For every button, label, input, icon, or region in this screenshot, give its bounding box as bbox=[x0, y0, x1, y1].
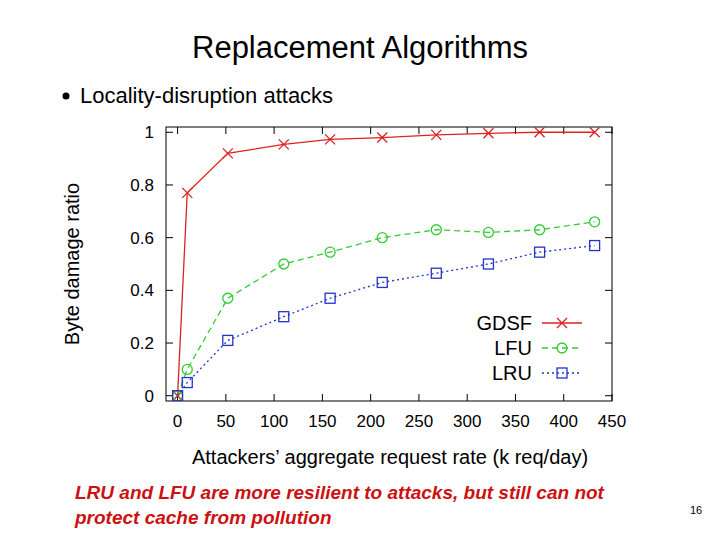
data-point bbox=[431, 130, 441, 140]
data-point bbox=[483, 128, 493, 138]
data-point bbox=[223, 335, 233, 345]
x-tick bbox=[322, 394, 323, 401]
x-tick-mirror bbox=[322, 127, 323, 134]
x-tick-mirror bbox=[563, 127, 564, 134]
data-point bbox=[279, 259, 289, 269]
series-line bbox=[178, 222, 595, 396]
x-tick bbox=[563, 394, 564, 401]
legend-marker bbox=[557, 318, 567, 328]
x-tick-label: 300 bbox=[453, 412, 481, 431]
data-point bbox=[325, 134, 335, 144]
series-line bbox=[178, 132, 595, 395]
x-tick-label: 100 bbox=[260, 412, 288, 431]
data-point bbox=[223, 148, 233, 158]
data-point bbox=[535, 225, 545, 235]
y-tick-mirror bbox=[605, 132, 612, 133]
legend-label: GDSF bbox=[476, 312, 532, 334]
data-point bbox=[182, 378, 192, 388]
y-tick-label: 0.2 bbox=[130, 334, 154, 353]
x-tick-label: 50 bbox=[216, 412, 235, 431]
data-point bbox=[535, 127, 545, 137]
x-tick bbox=[515, 394, 516, 401]
x-tick-mirror bbox=[370, 127, 371, 134]
x-tick-mirror bbox=[467, 127, 468, 134]
y-tick-mirror bbox=[605, 290, 612, 291]
y-tick-mirror bbox=[605, 184, 612, 185]
x-tick bbox=[370, 394, 371, 401]
legend-label: LFU bbox=[494, 337, 532, 359]
x-tick bbox=[418, 394, 419, 401]
x-tick-label: 450 bbox=[598, 412, 626, 431]
y-tick bbox=[166, 184, 173, 185]
x-tick-mirror bbox=[418, 127, 419, 134]
y-tick bbox=[166, 237, 173, 238]
legend-marker bbox=[557, 343, 567, 353]
x-tick-label: 0 bbox=[173, 412, 182, 431]
y-tick-mirror bbox=[605, 395, 612, 396]
x-tick-label: 400 bbox=[550, 412, 578, 431]
bullet bbox=[63, 93, 70, 100]
x-tick-label: 350 bbox=[501, 412, 529, 431]
caption: LRU and LFU are more resilient to attack… bbox=[75, 480, 625, 530]
data-point bbox=[590, 127, 600, 137]
y-tick-label: 0.6 bbox=[130, 229, 154, 248]
x-tick-mirror bbox=[177, 127, 178, 134]
x-tick-label: 250 bbox=[405, 412, 433, 431]
data-point bbox=[182, 188, 192, 198]
data-point bbox=[279, 139, 289, 149]
data-point bbox=[590, 241, 600, 251]
data-point bbox=[325, 293, 335, 303]
data-point bbox=[431, 268, 441, 278]
data-point bbox=[377, 233, 387, 243]
page-number: 16 bbox=[690, 504, 702, 516]
legend-line bbox=[542, 372, 582, 373]
data-point bbox=[483, 227, 493, 237]
y-tick-mirror bbox=[605, 237, 612, 238]
slide-title: Replacement Algorithms bbox=[192, 30, 528, 65]
data-group bbox=[173, 127, 600, 400]
legend-marker bbox=[557, 368, 567, 378]
legend-line bbox=[542, 347, 582, 348]
y-tick bbox=[166, 290, 173, 291]
y-axis-label: Byte damage ratio bbox=[61, 183, 83, 345]
x-tick-mirror bbox=[225, 127, 226, 134]
data-point bbox=[535, 247, 545, 257]
x-tick bbox=[467, 394, 468, 401]
y-tick bbox=[166, 132, 173, 133]
plot-frame bbox=[166, 127, 612, 401]
data-point bbox=[279, 312, 289, 322]
data-point bbox=[325, 247, 335, 257]
data-point bbox=[590, 217, 600, 227]
x-tick-mirror bbox=[274, 127, 275, 134]
data-point bbox=[173, 391, 183, 401]
data-point bbox=[483, 259, 493, 269]
x-tick-mirror bbox=[612, 127, 613, 134]
y-tick-mirror bbox=[605, 343, 612, 344]
data-point bbox=[431, 225, 441, 235]
y-tick-label: 0.4 bbox=[130, 281, 154, 300]
legend-label: LRU bbox=[492, 362, 532, 384]
data-point bbox=[182, 364, 192, 374]
slide: Replacement Algorithms Locality-disruptio… bbox=[0, 0, 720, 540]
y-tick-label: 0.8 bbox=[130, 176, 154, 195]
data-point bbox=[377, 133, 387, 143]
y-tick-label: 0 bbox=[145, 387, 154, 406]
x-tick-label: 150 bbox=[308, 412, 336, 431]
x-tick-label: 200 bbox=[356, 412, 384, 431]
x-axis-label: Attackers’ aggregate request rate (k req… bbox=[192, 446, 588, 468]
x-tick bbox=[225, 394, 226, 401]
series-line bbox=[178, 246, 595, 396]
x-tick bbox=[612, 394, 613, 401]
y-tick bbox=[166, 343, 173, 344]
y-tick-label: 1 bbox=[145, 123, 154, 142]
x-tick bbox=[274, 394, 275, 401]
data-point bbox=[223, 293, 233, 303]
bullet-text: Locality-disruption attacks bbox=[80, 83, 333, 108]
data-point bbox=[377, 277, 387, 287]
